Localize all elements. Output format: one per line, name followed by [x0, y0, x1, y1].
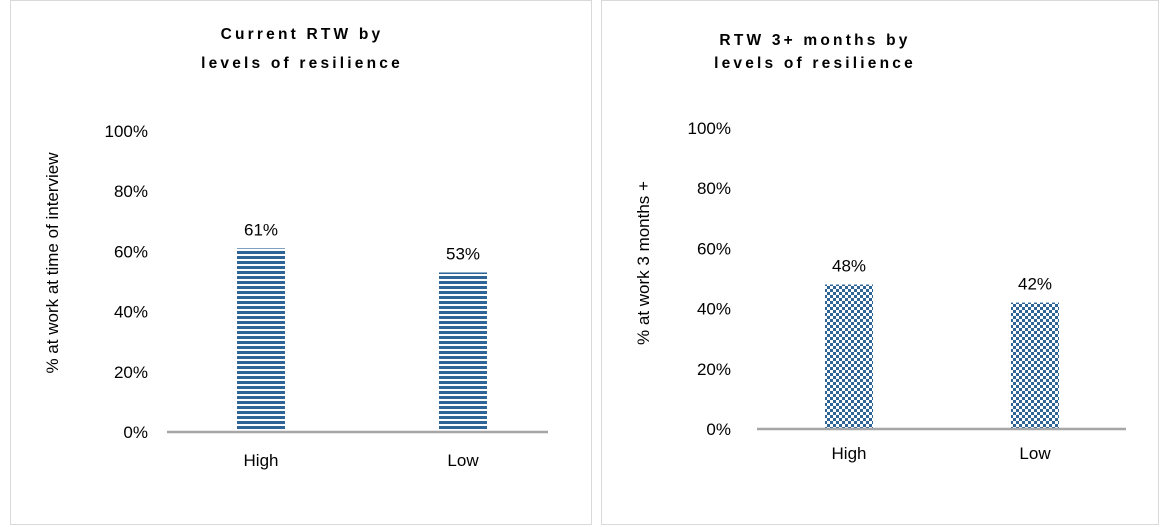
y-tick-label: 80%: [697, 179, 731, 198]
data-label: 48%: [832, 257, 866, 276]
y-tick-label: 60%: [697, 239, 731, 258]
y-tick-label: 20%: [114, 363, 148, 382]
chart-title-line1: RTW 3+ months by: [719, 32, 910, 49]
y-tick-label: 100%: [688, 119, 731, 138]
x-category-label: High: [244, 451, 279, 470]
plot-area: 0% 20% 40% 60% 80% 100% 61% High 53% Low: [105, 122, 548, 470]
bar-low: [1011, 302, 1059, 429]
y-tick-label: 80%: [114, 182, 148, 201]
chart-rtw-3-months: RTW 3+ months by levels of resilience % …: [634, 32, 1126, 463]
bar-high: [237, 248, 285, 432]
y-tick-label: 40%: [114, 303, 148, 322]
y-tick-label: 0%: [706, 420, 731, 439]
bar-low: [439, 272, 487, 432]
chart-current-rtw: Current RTW by levels of resilience % at…: [43, 26, 548, 470]
chart-title-line1: Current RTW by: [221, 26, 384, 43]
plot-area: 0% 20% 40% 60% 80% 100% 48% High 42% Low: [688, 119, 1126, 463]
x-category-label: Low: [1019, 444, 1051, 463]
data-label: 61%: [244, 220, 278, 239]
y-tick-label: 0%: [123, 423, 148, 442]
x-category-label: Low: [447, 451, 479, 470]
y-tick-label: 100%: [105, 122, 148, 141]
y-tick-label: 60%: [114, 242, 148, 261]
y-axis-label: % at work 3 months +: [634, 181, 653, 345]
chart-title-line2: levels of resilience: [714, 55, 916, 72]
x-category-label: High: [832, 444, 867, 463]
y-axis-label: % at work at time of interview: [43, 152, 62, 374]
y-tick-label: 20%: [697, 360, 731, 379]
data-label: 53%: [446, 244, 480, 263]
data-label: 42%: [1018, 275, 1052, 294]
chart-panel-current-rtw: Current RTW by levels of resilience % at…: [10, 0, 592, 525]
y-tick-label: 40%: [697, 300, 731, 319]
chart-panel-rtw-3-months: RTW 3+ months by levels of resilience % …: [601, 0, 1159, 525]
bar-high: [825, 284, 873, 429]
chart-title-line2: levels of resilience: [201, 55, 403, 72]
